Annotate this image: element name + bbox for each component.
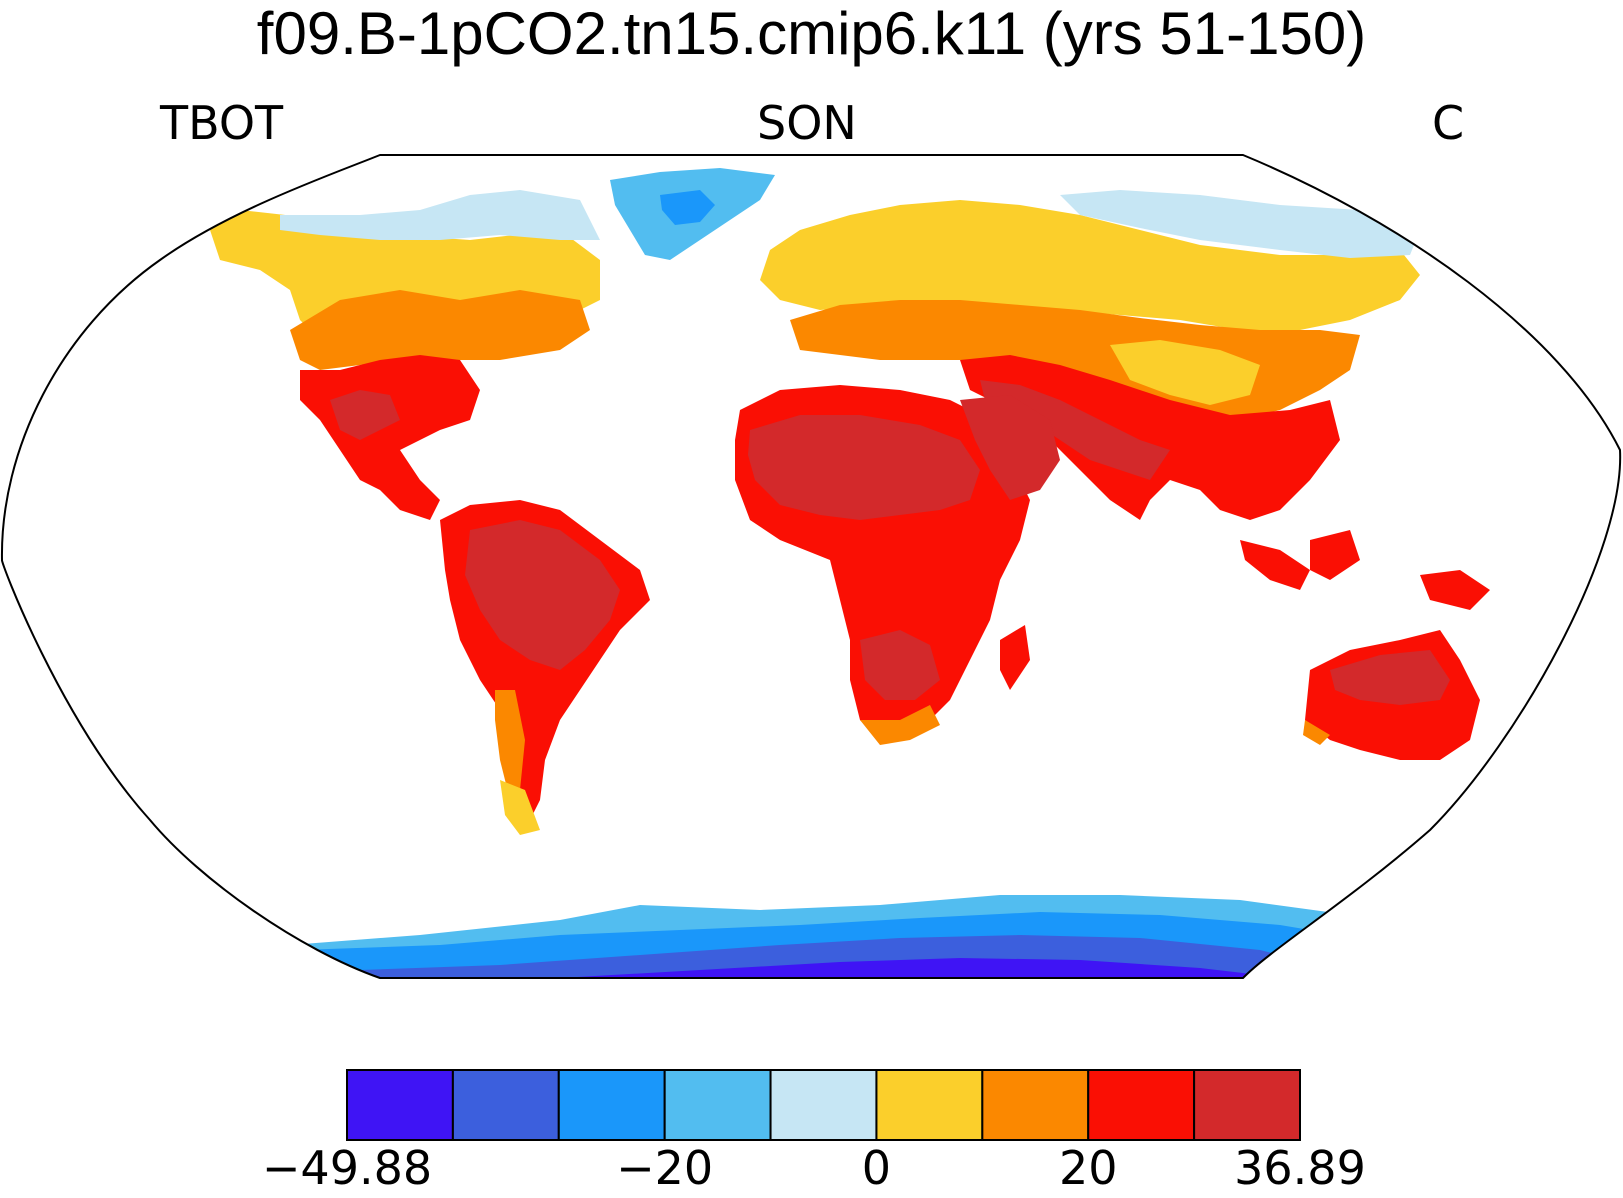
colorbar-swatch (1193, 1069, 1301, 1141)
variable-label: TBOT (160, 96, 284, 150)
colorbar-tick-label: −49.88 (261, 1141, 433, 1195)
eurasia-region (760, 200, 1420, 330)
units-label: C (1432, 96, 1465, 150)
land-temperature-field (210, 168, 1545, 978)
colorbar (346, 1069, 1301, 1141)
colorbar-swatch (346, 1069, 454, 1141)
colorbar-swatch (875, 1069, 984, 1141)
colorbar-swatch (769, 1069, 878, 1141)
colorbar-swatch (1087, 1069, 1196, 1141)
map-boundary (0, 154, 1622, 979)
colorbar-swatch (557, 1069, 666, 1141)
colorbar-swatch (663, 1069, 772, 1141)
colorbar-tick-label: 20 (1058, 1141, 1118, 1195)
colorbar-tick-label: 36.89 (1234, 1141, 1366, 1195)
colorbar-tick-label: −20 (616, 1141, 714, 1195)
season-label: SON (757, 96, 857, 150)
colorbar-swatch (451, 1069, 560, 1141)
colorbar-tick-label: 0 (861, 1141, 892, 1195)
colorbar-swatch (981, 1069, 1090, 1141)
plot-title: f09.B-1pCO2.tn15.cmip6.k11 (yrs 51-150) (256, 0, 1367, 67)
